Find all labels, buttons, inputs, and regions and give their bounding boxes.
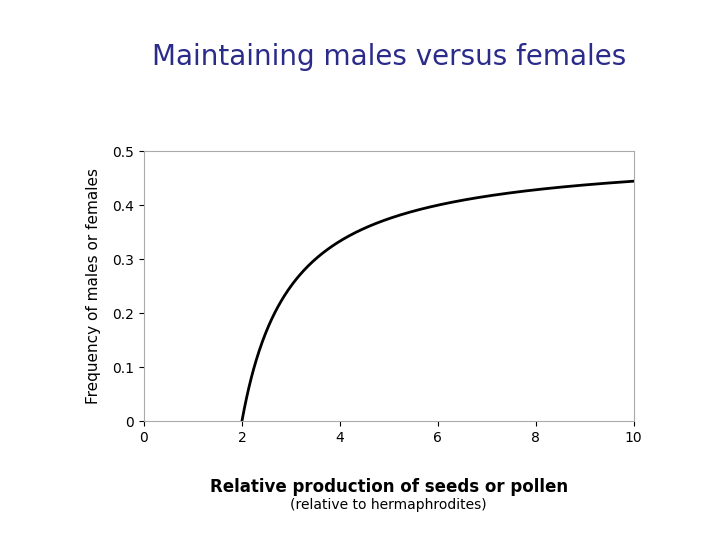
Y-axis label: Frequency of males or females: Frequency of males or females <box>86 168 102 404</box>
Text: Maintaining males versus females: Maintaining males versus females <box>152 43 626 71</box>
Text: Relative production of seeds or pollen: Relative production of seeds or pollen <box>210 478 568 496</box>
Text: (relative to hermaphrodites): (relative to hermaphrodites) <box>290 498 487 512</box>
